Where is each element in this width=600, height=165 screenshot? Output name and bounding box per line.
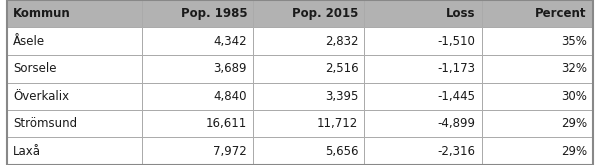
Bar: [142, 82, 253, 110]
Text: 30%: 30%: [561, 90, 587, 103]
Text: Loss: Loss: [446, 7, 476, 20]
Text: Pop. 1985: Pop. 1985: [181, 7, 247, 20]
Bar: [142, 110, 253, 137]
Text: 29%: 29%: [560, 117, 587, 130]
Text: 32%: 32%: [561, 62, 587, 75]
Text: -1,445: -1,445: [437, 90, 476, 103]
Bar: [482, 28, 593, 55]
Text: Överkalix: Överkalix: [13, 90, 70, 103]
Text: 11,712: 11,712: [317, 117, 358, 130]
Bar: [142, 28, 253, 55]
Bar: [364, 0, 482, 28]
Text: 2,516: 2,516: [325, 62, 358, 75]
Bar: [482, 0, 593, 28]
Bar: [7, 137, 142, 165]
Text: 4,840: 4,840: [214, 90, 247, 103]
Bar: [253, 110, 364, 137]
Text: Pop. 2015: Pop. 2015: [292, 7, 358, 20]
Text: -2,316: -2,316: [437, 145, 476, 158]
Text: -4,899: -4,899: [437, 117, 476, 130]
Text: 7,972: 7,972: [214, 145, 247, 158]
Text: 29%: 29%: [560, 145, 587, 158]
Bar: [364, 82, 482, 110]
Bar: [482, 110, 593, 137]
Bar: [253, 0, 364, 28]
Bar: [482, 55, 593, 82]
Bar: [482, 82, 593, 110]
Text: 35%: 35%: [561, 35, 587, 48]
Bar: [7, 82, 142, 110]
Text: Sorsele: Sorsele: [13, 62, 57, 75]
Text: 3,395: 3,395: [325, 90, 358, 103]
Text: 16,611: 16,611: [206, 117, 247, 130]
Text: 2,832: 2,832: [325, 35, 358, 48]
Bar: [7, 0, 142, 28]
Bar: [364, 110, 482, 137]
Bar: [7, 55, 142, 82]
Bar: [253, 82, 364, 110]
Text: Åsele: Åsele: [13, 35, 46, 48]
Bar: [482, 137, 593, 165]
Text: 3,689: 3,689: [214, 62, 247, 75]
Bar: [364, 28, 482, 55]
Bar: [142, 55, 253, 82]
Text: Kommun: Kommun: [13, 7, 71, 20]
Bar: [7, 110, 142, 137]
Text: Laxå: Laxå: [13, 145, 41, 158]
Text: 5,656: 5,656: [325, 145, 358, 158]
Bar: [253, 28, 364, 55]
Bar: [7, 28, 142, 55]
Bar: [364, 137, 482, 165]
Text: Percent: Percent: [535, 7, 587, 20]
Bar: [253, 137, 364, 165]
Text: -1,510: -1,510: [437, 35, 476, 48]
Bar: [142, 137, 253, 165]
Text: Strömsund: Strömsund: [13, 117, 77, 130]
Text: -1,173: -1,173: [437, 62, 476, 75]
Bar: [364, 55, 482, 82]
Bar: [253, 55, 364, 82]
Text: 4,342: 4,342: [214, 35, 247, 48]
Bar: [142, 0, 253, 28]
